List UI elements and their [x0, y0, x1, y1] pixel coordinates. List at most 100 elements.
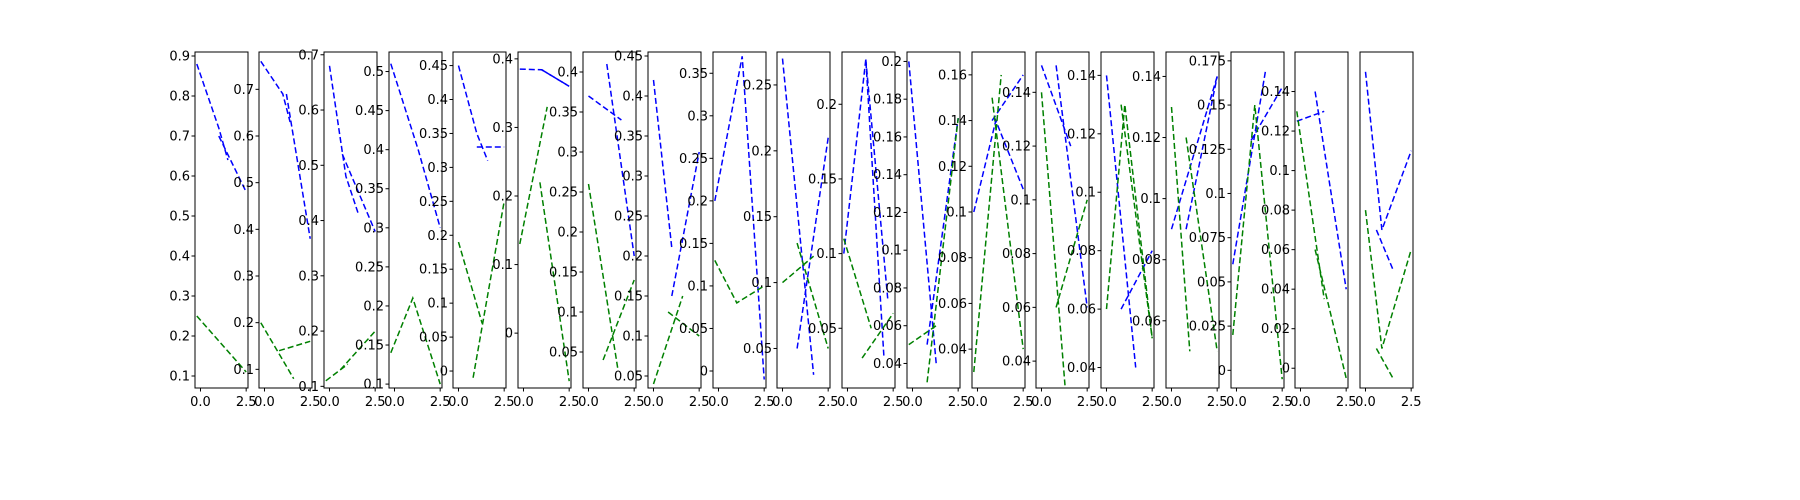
subplot-9: 00.050.10.150.20.250.30.350.0 2.5	[679, 51, 775, 410]
series-line-1-3	[196, 315, 247, 373]
subplot-6: 00.10.20.30.40.0 2.5	[492, 51, 580, 410]
x-tick-label: 0.0	[1096, 395, 1117, 410]
series-line-4-2	[390, 295, 441, 385]
y-tick-label: 0.1	[169, 370, 190, 385]
y-tick-label: 0.1	[1140, 192, 1161, 207]
x-tick-label: 2.5	[948, 395, 969, 410]
y-tick-label: 0.075	[1189, 231, 1226, 246]
y-tick-label: 0.16	[873, 130, 902, 145]
y-tick-label: 0.3	[427, 161, 448, 176]
y-tick-label: 0.35	[679, 67, 708, 82]
y-tick-label: 0.1	[298, 380, 319, 395]
axes-frame	[712, 51, 767, 389]
x-tick-label: 0.0	[643, 395, 664, 410]
series-line-8-2	[671, 151, 700, 297]
y-tick-label: 0.4	[169, 250, 190, 265]
y-tick-label: 0.08	[873, 281, 902, 296]
y-tick-label: 0.2	[427, 229, 448, 244]
subplot-13: 0.040.060.080.10.120.140.160.0 2.5	[938, 51, 1034, 410]
y-tick-label: 0	[1282, 362, 1290, 377]
series-line-11-2	[865, 59, 889, 299]
x-tick-label: 0.0	[384, 395, 405, 410]
series-line-13-1	[973, 118, 1024, 213]
axes-frame	[1035, 51, 1090, 389]
x-tick-label: 2.5	[1077, 395, 1098, 410]
y-tick-label: 0.4	[427, 93, 448, 108]
y-tick-label: 0.05	[679, 322, 708, 337]
y-tick-label: 0.125	[1189, 143, 1226, 158]
series-line-7-4	[602, 279, 635, 361]
y-tick-label: 0.15	[679, 237, 708, 252]
y-tick-label: 0.12	[1067, 127, 1096, 142]
x-tick-label: 0.0	[1290, 395, 1311, 410]
y-tick-label: 0.08	[1132, 253, 1161, 268]
series-line-11-1	[843, 59, 885, 359]
y-tick-label: 0.35	[549, 106, 578, 121]
y-tick-label: 0.14	[1067, 69, 1096, 84]
x-tick-label: 0.0	[902, 395, 923, 410]
y-tick-label: 0.05	[1197, 275, 1226, 290]
y-tick-label: 0.3	[233, 270, 254, 285]
series-line-17-2	[1250, 87, 1283, 141]
y-tick-label: 0.15	[549, 266, 578, 281]
x-tick-label: 0.0	[254, 395, 275, 410]
x-tick-label: 0.0	[513, 395, 534, 410]
axes-frame	[517, 51, 572, 389]
y-tick-label: 0.1	[687, 279, 708, 294]
series-line-19-3	[1364, 210, 1412, 349]
x-tick-label: 2.5	[1401, 395, 1422, 410]
series-line-2-3	[260, 322, 295, 380]
y-tick-label: 0.15	[614, 290, 643, 305]
y-tick-label: 0.45	[419, 59, 448, 74]
y-tick-label: 0.14	[1132, 70, 1161, 85]
y-tick-label: 0.2	[557, 226, 578, 241]
subplot-8: 0.050.10.150.20.250.30.350.40.450.0 2.5	[614, 50, 709, 411]
axes-frame	[1100, 51, 1155, 389]
series-line-11-3	[843, 238, 872, 329]
axes-frame	[971, 51, 1026, 389]
y-tick-label: 0.4	[233, 223, 254, 238]
series-line-6-3	[519, 106, 548, 245]
y-tick-label: 0.5	[169, 210, 190, 225]
y-tick-label: 0.05	[743, 342, 772, 357]
x-tick-label: 2.5	[559, 395, 580, 410]
y-tick-label: 0.2	[816, 98, 837, 113]
axes-frame	[194, 51, 249, 389]
y-tick-label: 0.1	[427, 297, 448, 312]
y-tick-label: 0.35	[614, 130, 643, 145]
y-tick-label: 0.12	[1002, 140, 1031, 155]
x-tick-label: 0.0	[967, 395, 988, 410]
y-tick-label: 0.25	[614, 210, 643, 225]
series-line-10-2	[796, 137, 829, 349]
y-tick-label: 0	[700, 364, 708, 379]
y-tick-label: 0.5	[298, 159, 319, 174]
series-line-1-1	[196, 63, 229, 161]
y-tick-label: 0.4	[492, 52, 513, 67]
y-tick-label: 0.12	[1132, 131, 1161, 146]
series-line-7-3	[587, 183, 619, 369]
axes-frame	[388, 51, 443, 389]
y-tick-label: 0.4	[557, 66, 578, 81]
x-tick-label: 2.5	[494, 395, 515, 410]
y-tick-label: 0.08	[938, 251, 967, 266]
y-tick-label: 0.25	[743, 78, 772, 93]
y-tick-label: 0.12	[873, 206, 902, 221]
y-tick-label: 0.25	[419, 195, 448, 210]
series-line-18-4	[1314, 249, 1347, 379]
series-line-15-2	[1120, 250, 1153, 310]
axes-frame	[1359, 51, 1414, 389]
y-tick-label: 0.1	[751, 276, 772, 291]
x-tick-label: 2.5	[1013, 395, 1034, 410]
y-tick-label: 0.7	[169, 130, 190, 145]
y-tick-label: 0.1	[1269, 164, 1290, 179]
series-line-7-1	[588, 95, 622, 121]
y-tick-label: 0.4	[622, 90, 643, 105]
x-tick-label: 2.5	[818, 395, 839, 410]
y-tick-label: 0.7	[233, 83, 254, 98]
x-tick-label: 2.5	[1142, 395, 1163, 410]
subplot-19: 0.0 2.5	[1355, 51, 1422, 410]
y-tick-label: 0.15	[355, 339, 384, 354]
series-line-3-2	[341, 153, 376, 232]
x-tick-label: 2.5	[1336, 395, 1357, 410]
